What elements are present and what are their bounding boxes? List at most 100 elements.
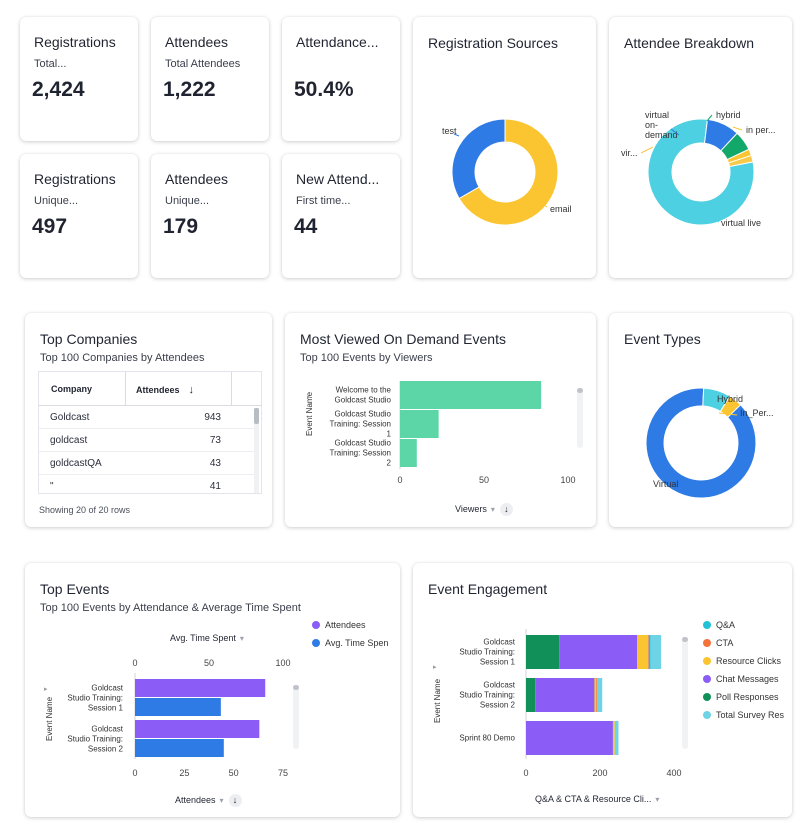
bar-segment-poll-responses[interactable] — [526, 678, 536, 712]
bar-segment-q-a[interactable] — [648, 635, 651, 669]
column-header-attendees[interactable]: Attendees ↓ — [136, 384, 194, 396]
slice-virtual[interactable] — [645, 387, 757, 499]
donut-slices — [645, 387, 757, 499]
table-row[interactable]: " 41 — [39, 475, 255, 493]
attendee-breakdown-card[interactable]: Attendee Breakdown virtual on- demand hy… — [609, 17, 792, 278]
bar-segment-total-survey-res[interactable] — [650, 635, 662, 669]
kpi-card-attendance-rate[interactable]: Attendance... 50.4% — [282, 17, 400, 141]
bar-segment-cta[interactable] — [596, 678, 598, 712]
slice-label-vir: vir... — [621, 148, 638, 158]
bar-attendees[interactable] — [135, 720, 260, 738]
event-types-card[interactable]: Event Types Hybrid In_Per... Virtual — [609, 313, 792, 527]
x-axis-measure-selector[interactable]: Q&A & CTA & Resource Cli... ▾ — [535, 794, 659, 804]
bar-avg-time[interactable] — [135, 739, 224, 757]
slice-in-per[interactable] — [719, 395, 742, 419]
bar[interactable] — [400, 439, 417, 467]
legend-label[interactable]: Q&A — [716, 620, 735, 630]
bars — [135, 679, 266, 757]
bar-segment-chat-messages[interactable] — [559, 635, 637, 669]
cell-attendees: 73 — [209, 435, 221, 446]
sort-desc-icon[interactable]: ↓ — [188, 384, 195, 396]
chart-scrollbar[interactable] — [682, 637, 688, 749]
kpi-card-new-attendees[interactable]: New Attend... First time... 44 — [282, 154, 400, 278]
kpi-value: 50.4% — [294, 78, 354, 101]
leader-line — [706, 114, 713, 122]
tick-label: 25 — [179, 768, 189, 778]
column-header-company[interactable]: Company — [51, 384, 93, 394]
chevron-right-icon[interactable]: ▸ — [307, 394, 311, 401]
kpi-title: Registrations — [34, 34, 116, 50]
chart-scrollbar-thumb[interactable] — [577, 388, 583, 393]
tick-labels: 0 50 100 — [397, 475, 575, 485]
legend-label[interactable]: Avg. Time Spen — [325, 638, 388, 648]
chart-scrollbar[interactable] — [577, 388, 583, 448]
slice-vir[interactable] — [727, 154, 754, 168]
tick-label: 100 — [275, 658, 290, 668]
bar-segment-total-survey-res[interactable] — [597, 678, 603, 712]
chevron-down-icon: ▾ — [655, 795, 660, 804]
table-row[interactable]: goldcastQA 43 — [39, 452, 255, 475]
chevron-down-icon: ▾ — [239, 634, 244, 643]
top-events-card[interactable]: Top Events Top 100 Events by Attendance … — [25, 563, 400, 817]
legend-label[interactable]: Chat Messages — [716, 674, 779, 684]
category-label: 2 — [387, 459, 392, 468]
bar-segment-total-survey-res[interactable] — [614, 721, 619, 755]
chevron-right-icon[interactable]: ▸ — [44, 686, 48, 693]
kpi-card-registrations-unique[interactable]: Registrations Unique... 497 — [20, 154, 138, 278]
bar-avg-time[interactable] — [135, 698, 221, 716]
chart-scrollbar-thumb[interactable] — [682, 637, 688, 642]
legend-label[interactable]: Poll Responses — [716, 692, 779, 702]
event-engagement-card[interactable]: Event Engagement Event Name ▸ Goldcast St… — [413, 563, 792, 817]
bar-segment-resource-clicks[interactable] — [594, 678, 597, 712]
table-row[interactable]: Goldcast 943 — [39, 406, 255, 429]
bar[interactable] — [400, 381, 542, 409]
legend-swatch — [703, 693, 711, 701]
card-subtitle: Top 100 Events by Viewers — [300, 352, 433, 364]
cell-company: goldcastQA — [50, 458, 102, 469]
slice-label-email: email — [550, 204, 572, 214]
bar-attendees[interactable] — [135, 679, 266, 697]
tick-label: 50 — [204, 658, 214, 668]
bar-segment-resource-clicks[interactable] — [637, 635, 649, 669]
top-axis-measure-selector[interactable]: Avg. Time Spent ▾ — [170, 633, 244, 643]
cell-attendees: 943 — [204, 412, 221, 423]
bottom-axis-measure-selector[interactable]: Attendees ▾ ↓ — [175, 794, 242, 807]
table-scrollbar-track[interactable] — [254, 408, 259, 493]
kpi-title: Attendees — [165, 34, 229, 50]
kpi-card-attendees-total[interactable]: Attendees Total Attendees 1,222 — [151, 17, 269, 141]
kpi-card-attendees-unique[interactable]: Attendees Unique... 179 — [151, 154, 269, 278]
category-label: Sprint 80 Demo — [459, 734, 515, 743]
chevron-right-icon[interactable]: ▸ — [433, 664, 437, 671]
leader-line — [732, 126, 743, 131]
bar-segment-poll-responses[interactable] — [526, 635, 560, 669]
slice-label-on: on- — [645, 120, 658, 130]
legend-label[interactable]: Resource Clicks — [716, 656, 782, 666]
slice-virtual-live[interactable] — [647, 118, 755, 226]
bar-segment-cta[interactable] — [648, 635, 649, 669]
slice-email[interactable] — [458, 118, 559, 226]
legend-label[interactable]: Attendees — [325, 620, 366, 630]
legend-label[interactable]: CTA — [716, 638, 733, 648]
table-row[interactable]: goldcast 73 — [39, 429, 255, 452]
column-divider — [125, 372, 126, 406]
chart-scrollbar[interactable] — [293, 685, 299, 749]
bar-segment-chat-messages[interactable] — [526, 721, 613, 755]
event-types-chart: Hybrid In_Per... Virtual — [645, 387, 774, 499]
bar-segment-chat-messages[interactable] — [535, 678, 595, 712]
slice-label-hybrid: hybrid — [716, 110, 741, 120]
bar-segment-resource-clicks[interactable] — [612, 721, 615, 755]
slice-test[interactable] — [451, 118, 506, 200]
x-axis-measure-selector[interactable]: Viewers ▾ ↓ — [455, 503, 513, 516]
table-scrollbar-thumb[interactable] — [254, 408, 259, 424]
kpi-card-registrations-total[interactable]: Registrations Total... 2,424 — [20, 17, 138, 141]
top-companies-card[interactable]: Top Companies Top 100 Companies by Atten… — [25, 313, 272, 527]
donut-slices — [647, 118, 755, 226]
bar[interactable] — [400, 410, 439, 438]
chart-scrollbar-thumb[interactable] — [293, 685, 299, 690]
sort-icon[interactable]: ↓ — [499, 503, 513, 516]
legend-label[interactable]: Total Survey Res — [716, 710, 785, 720]
registration-sources-card[interactable]: Registration Sources test email — [413, 17, 596, 278]
sort-icon[interactable]: ↓ — [228, 794, 242, 807]
most-viewed-card[interactable]: Most Viewed On Demand Events Top 100 Eve… — [285, 313, 596, 527]
